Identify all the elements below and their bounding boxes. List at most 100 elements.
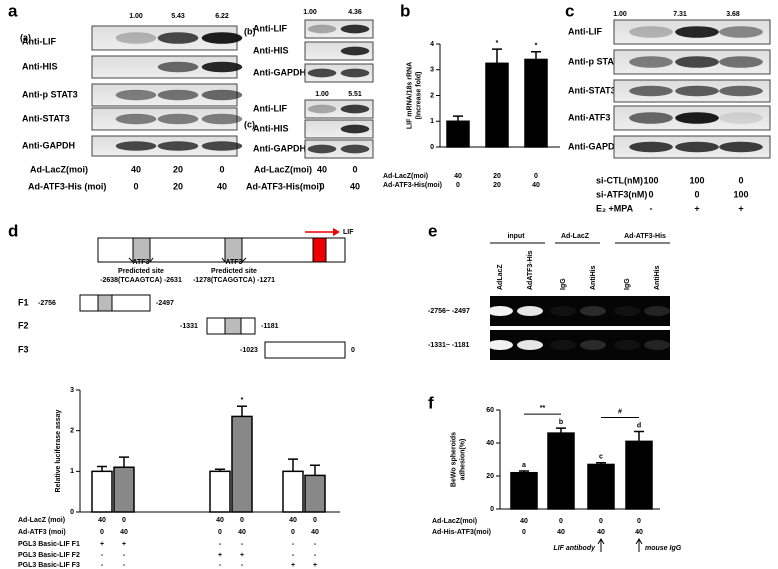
y-tick-label: 0 (70, 509, 74, 516)
treatment-label: E₂ +MPA (596, 203, 634, 213)
treatment-value: 0 (133, 181, 138, 191)
band (201, 61, 243, 73)
treatment-value: - (219, 562, 222, 569)
y-tick-label: 0 (430, 144, 434, 151)
band (629, 112, 673, 124)
site-line (241, 257, 247, 263)
group-label: Ad-LacZ (561, 233, 590, 240)
treatment-value: - (123, 552, 126, 559)
fragment-start: -2756 (38, 300, 56, 307)
blot-label: Anti-LIF (253, 23, 287, 33)
band (719, 56, 763, 68)
comparison-label: ** (540, 405, 546, 412)
fragment (79, 294, 151, 312)
blot-label: Anti-p STAT3 (568, 56, 624, 66)
panel-label: c (565, 1, 574, 20)
y-tick-label: 4 (430, 41, 434, 48)
site-position: -1278(TCAGGTCA) -1271 (193, 277, 275, 284)
sub-label: (c) (244, 119, 255, 129)
blot-label: Anti-STAT3 (22, 113, 70, 123)
fragment-name: F1 (18, 297, 29, 307)
treatment-value: 20 (493, 182, 501, 189)
band (675, 112, 719, 124)
note-arrow (597, 538, 605, 552)
treatment-label: PGL3 Basic-LIF F2 (18, 552, 80, 559)
y-tick-label: 0 (490, 506, 494, 513)
treatment-label: Ad-ATF3-His(moi) (383, 182, 442, 189)
treatment-value: 40 (635, 529, 643, 536)
treatment-label: Ad-ATF3-His(moi) (246, 181, 322, 191)
arrow-head (333, 228, 340, 236)
band (157, 89, 199, 101)
y-axis-label: adhesion(%) (459, 439, 466, 481)
blot-label: Anti-ATF3 (568, 112, 610, 122)
treatment-value: 0 (648, 189, 653, 199)
quant: 1.00 (129, 13, 143, 20)
error-bar (492, 48, 502, 64)
gel-row-label: -2756~ -2497 (428, 308, 470, 315)
blot-label: Anti-LIF (253, 103, 287, 113)
fragment-end: 0 (351, 347, 355, 354)
treatment-value: + (218, 552, 222, 559)
blot (304, 63, 374, 83)
band (675, 141, 719, 153)
bar (282, 470, 304, 513)
treatment-label: si-CTL(nM) (596, 175, 643, 185)
blot-label: Anti-GAPDH (22, 140, 75, 150)
group-label: input (507, 233, 525, 240)
blot-label: Anti-GAPDH (568, 141, 621, 151)
band (340, 124, 370, 134)
band (629, 141, 673, 153)
treatment-value: 40 (216, 517, 224, 524)
gel-band (517, 340, 543, 350)
gene-label: LIF (343, 229, 354, 236)
band (340, 46, 370, 56)
blot-label: Anti-HIS (253, 45, 289, 55)
treatment-label: Ad-LacZ(moi) (383, 173, 428, 180)
band (307, 144, 337, 154)
treatment-value: - (314, 552, 317, 559)
blot-label: Anti-LIF (22, 36, 56, 46)
band (115, 113, 157, 125)
y-axis-label: BeWo spheroids (450, 432, 457, 487)
y-tick-label: 3 (430, 67, 434, 74)
blot-label: Anti-HIS (253, 123, 289, 133)
treatment-value: 40 (98, 517, 106, 524)
gel-row-label: -1331~ -1181 (428, 342, 470, 349)
quant: 1.00 (315, 91, 329, 98)
treatment-value: 0 (319, 181, 324, 191)
panel-label: e (428, 221, 437, 240)
band (157, 141, 199, 151)
band (719, 85, 763, 97)
band (340, 24, 370, 34)
treatment-value: 40 (289, 517, 297, 524)
treatment-value: 0 (738, 175, 743, 185)
bar (113, 466, 135, 513)
band (307, 24, 337, 34)
blot-label: Anti-GAPDH (253, 67, 306, 77)
blot-label: Anti-GAPDH (253, 143, 306, 153)
y-tick-label: 1 (70, 468, 74, 475)
treatment-value: - (314, 541, 317, 548)
bar (446, 120, 470, 148)
note-arrow (635, 538, 643, 552)
treatment-value: 20 (173, 181, 183, 191)
fragment-start: -1331 (180, 323, 198, 330)
y-tick-label: 1 (430, 118, 434, 125)
band (115, 32, 157, 44)
treatment-label: Ad-LacZ(moi) (30, 164, 88, 174)
marker: d (637, 422, 641, 429)
bar (485, 62, 509, 148)
band (675, 85, 719, 97)
treatment-value: 40 (217, 181, 227, 191)
treatment-value: 40 (532, 182, 540, 189)
treatment-value: 20 (493, 173, 501, 180)
gel-band (550, 340, 576, 350)
error-bar (215, 468, 225, 472)
band (201, 89, 243, 101)
gel-band (614, 340, 640, 350)
treatment-value: - (101, 552, 104, 559)
site-box (132, 237, 151, 263)
treatment-value: + (291, 562, 295, 569)
